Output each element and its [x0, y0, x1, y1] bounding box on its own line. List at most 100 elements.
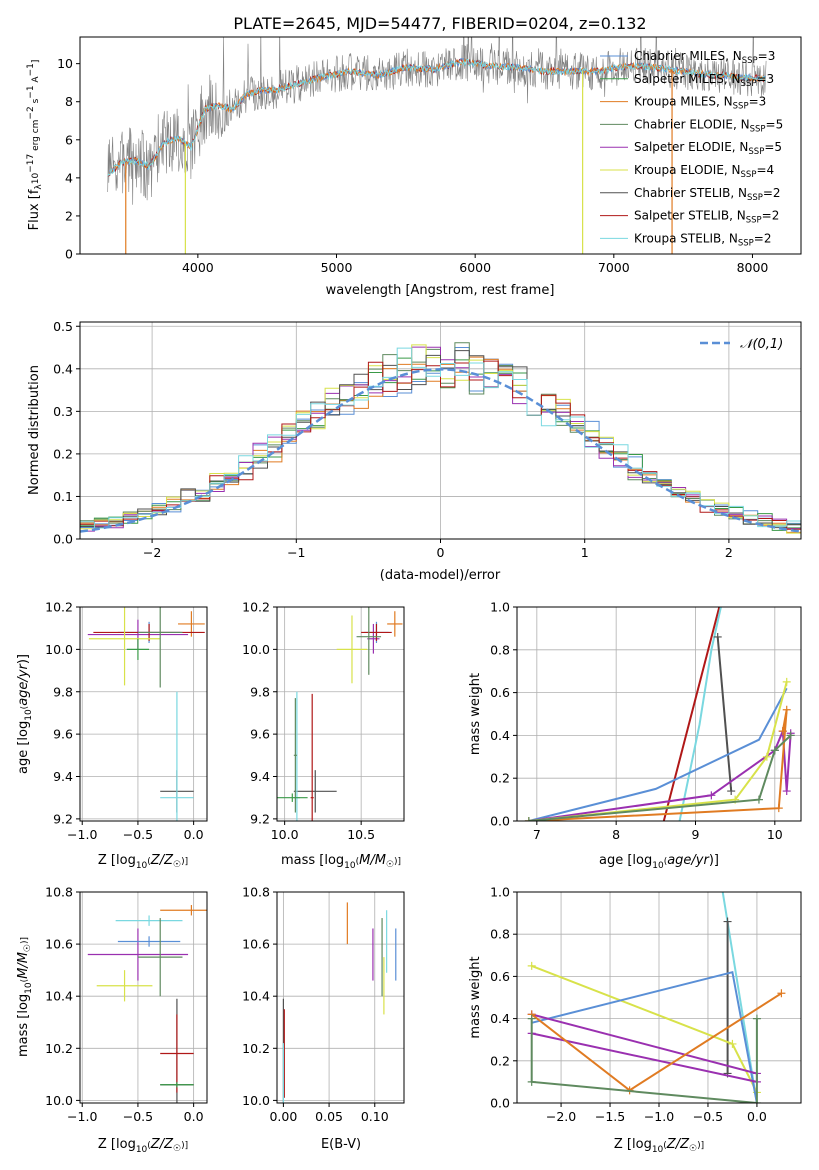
data-point	[160, 1014, 194, 1093]
data-point	[160, 1082, 194, 1088]
x-tick-label: 6000	[459, 260, 491, 275]
label-part: M/M	[359, 853, 386, 868]
label-part: Z/Z	[150, 853, 174, 868]
weight-line	[662, 607, 721, 821]
label-part: (	[147, 857, 151, 867]
y-tick-label: 0.0	[490, 814, 510, 829]
legend-sub: SSP	[741, 79, 757, 89]
x-tick-label: 7	[533, 827, 541, 842]
axes-frame	[79, 606, 208, 822]
x-axis-label: E(B-V)	[321, 1137, 361, 1152]
data-point	[387, 611, 403, 637]
weight-marker	[727, 787, 736, 796]
x-tick-label: 10.0	[271, 827, 299, 842]
y-tick-label: 0.8	[490, 927, 510, 942]
data-point	[277, 793, 308, 802]
y-tick-label: 10.4	[45, 989, 73, 1004]
legend-tail: =3	[758, 49, 776, 63]
observed-spectrum	[107, 37, 767, 205]
label-part: (	[356, 857, 360, 867]
x-axis-label: Z [log10(Z/Z☉)]	[614, 1137, 704, 1155]
legend-label: Salpeter ELODIE, N	[634, 140, 748, 154]
x-tick-label: 10.5	[347, 827, 375, 842]
model-spectrum-8	[107, 58, 766, 176]
data-point	[126, 638, 150, 660]
axes-frame	[276, 891, 405, 1104]
legend-entry: Chabrier STELIB, NSSP=2	[634, 186, 781, 203]
legend-label: Kroupa ELODIE, N	[634, 163, 741, 177]
y-tick-label: 10.0	[242, 1093, 270, 1108]
label-part: )]	[709, 853, 719, 868]
y-axis-label: mass weight	[468, 673, 483, 755]
y-tick-label: 0.0	[53, 532, 73, 547]
weight-marker	[527, 1077, 536, 1086]
label-part: (	[664, 857, 668, 867]
y-tick-label: 1.0	[490, 885, 510, 900]
x-tick-label: 8	[612, 827, 620, 842]
y-tick-label: 0.3	[53, 404, 73, 419]
label-part: ☉	[173, 1144, 181, 1154]
y-tick-label: 10.0	[242, 642, 270, 657]
legend-sub: SSP	[747, 193, 763, 203]
y-axis-label: Flux [fλ10−17 erg cm−2 s−1 A−1]	[26, 60, 44, 231]
legend-sub: SSP	[748, 147, 764, 157]
y-tick-label: 10.4	[242, 989, 270, 1004]
legend-tail: =2	[762, 209, 780, 223]
label-part: 10	[344, 861, 356, 871]
label-part: age [log	[599, 853, 652, 868]
y-tick-label: 0.2	[53, 446, 73, 461]
y-axis-label: Normed distribution	[27, 365, 42, 495]
label-part: Z [log	[614, 1137, 652, 1152]
y-tick-label: 1.0	[490, 600, 510, 615]
data-point	[336, 615, 368, 684]
label-part: )]	[181, 1141, 188, 1151]
legend-tail: =5	[764, 140, 782, 154]
weight-vs-age-plot: 7 8 9 10 0.0 0.2 0.4 0.6 0.8 1.0 mass weight age [l…	[468, 600, 802, 871]
x-tick-label: 0.05	[315, 1109, 343, 1124]
x-tick-label: −1.0	[644, 1109, 674, 1124]
legend-entry: Salpeter ELODIE, NSSP=5	[634, 140, 782, 157]
weight-marker	[524, 817, 533, 821]
y-tick-label: 10.0	[45, 1093, 73, 1108]
legend-tail: =3	[749, 95, 767, 109]
label-part: (	[663, 1141, 667, 1151]
label-part: mass [log	[16, 994, 31, 1057]
label-part: age [log	[16, 721, 31, 774]
weight-marker	[777, 989, 786, 998]
weight-marker	[762, 752, 771, 761]
x-tick-label: 0.0	[184, 827, 204, 842]
x-tick-label: 0.0	[184, 1109, 204, 1124]
weight-line	[528, 681, 788, 821]
histogram-6	[80, 350, 801, 529]
y-tick-label: 8	[65, 94, 73, 109]
label-part: )]	[16, 654, 31, 664]
legend-label: Chabrier ELODIE, N	[634, 117, 750, 131]
data-point	[137, 918, 183, 997]
label-part: −1	[26, 85, 36, 98]
y-tick-label: 10.8	[242, 885, 270, 900]
data-point	[160, 905, 207, 916]
label-part: (	[147, 1141, 151, 1151]
x-tick-label: −1	[287, 545, 305, 560]
label-part: M/M	[16, 952, 31, 979]
weight-line	[528, 687, 788, 821]
y-tick-label: 10	[57, 56, 73, 71]
y-tick-label: 2	[65, 208, 73, 223]
weight-marker	[527, 961, 536, 970]
weight-vs-metallicity-plot: −2.0 −1.5 −1.0 −0.5 0.0 0.0 0.2 0.4 0.6 0.8 1.0 mas…	[468, 885, 802, 1155]
gaussian-reference	[80, 368, 801, 533]
weight-marker	[782, 677, 791, 686]
x-tick-label: −2	[143, 545, 161, 560]
label-part: )]	[697, 1141, 704, 1151]
label-part: age/yr	[16, 662, 31, 705]
x-tick-label: 8000	[737, 260, 769, 275]
weight-marker	[770, 746, 779, 755]
legend-label: Kroupa MILES, N	[634, 95, 733, 109]
legend-label: Chabrier STELIB, N	[634, 186, 747, 200]
legend-tail: =2	[754, 231, 772, 245]
weight-line	[530, 1018, 758, 1103]
x-tick-label: 0.00	[269, 1109, 297, 1124]
axes-frame	[79, 891, 208, 1104]
